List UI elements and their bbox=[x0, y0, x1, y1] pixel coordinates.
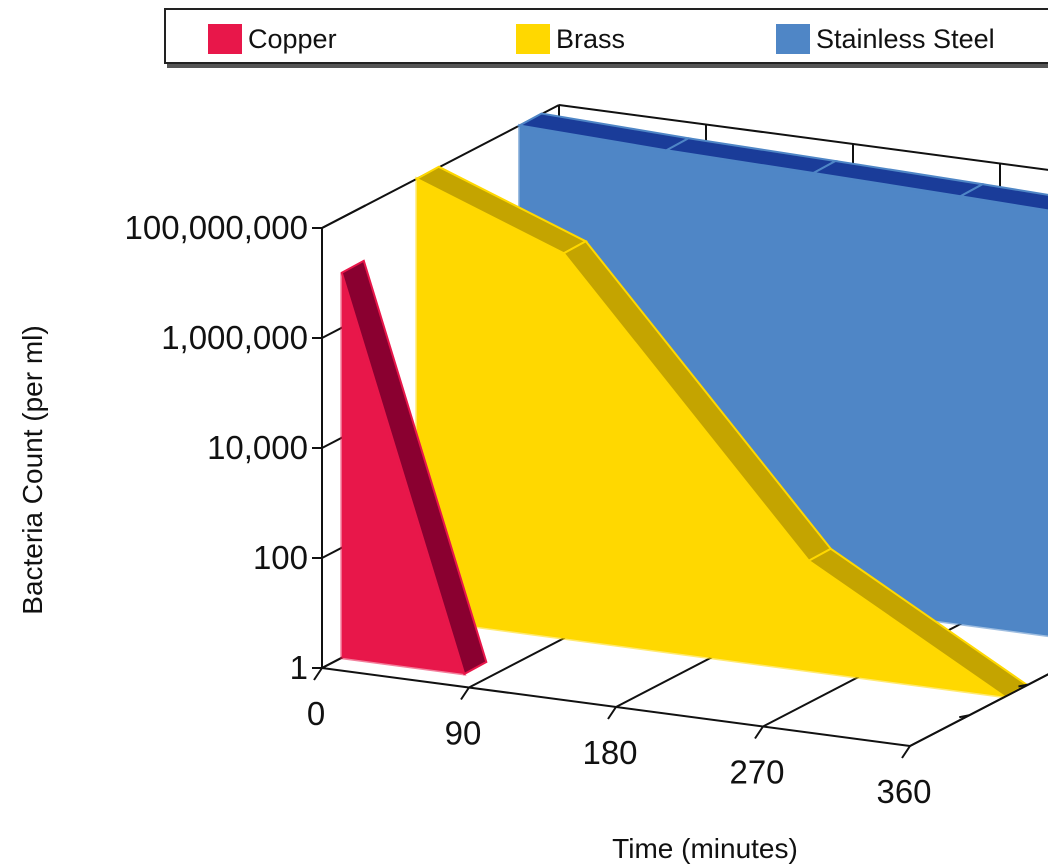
legend-label: Stainless Steel bbox=[816, 23, 995, 54]
y-tick-label-3: 1,000,000 bbox=[161, 319, 308, 356]
tick-labels: 1 100 10,000 1,000,000 100,000,000 0 90 180 270 3… bbox=[124, 209, 931, 810]
legend-swatch bbox=[208, 24, 242, 54]
x-tick-mark-2 bbox=[607, 706, 617, 720]
x-tick-label-0: 0 bbox=[307, 695, 325, 732]
legend-item: Copper bbox=[208, 24, 337, 54]
legend: Copper Brass Stainless Steel bbox=[164, 8, 1048, 64]
y-tick-label-1: 100 bbox=[253, 539, 308, 576]
x-tick-label-4: 360 bbox=[876, 773, 931, 810]
x-tick-mark-4 bbox=[901, 745, 911, 759]
legend-swatch bbox=[776, 24, 810, 54]
legend-item: Brass bbox=[516, 24, 625, 54]
x-tick-mark-0 bbox=[313, 667, 323, 681]
series-copper bbox=[340, 259, 488, 676]
depth-tick-2 bbox=[1018, 683, 1029, 688]
x-tick-label-3: 270 bbox=[729, 754, 784, 791]
series-layer bbox=[340, 112, 1048, 699]
x-tick-mark-1 bbox=[460, 686, 470, 701]
slab-segment-3 bbox=[957, 183, 1048, 212]
y-tick-label-4: 100,000,000 bbox=[124, 209, 308, 246]
legend-label: Brass bbox=[556, 23, 626, 54]
legend-label: Copper bbox=[248, 23, 337, 54]
y-axis-title: Bacteria Count (per ml) bbox=[17, 325, 48, 614]
x-tick-label-1: 90 bbox=[445, 715, 482, 752]
x-tick-label-2: 180 bbox=[582, 734, 637, 771]
depth-tick-1 bbox=[959, 714, 970, 719]
back-wall-top bbox=[558, 104, 1048, 171]
legend-swatch bbox=[516, 24, 550, 54]
legend-item: Stainless Steel bbox=[776, 24, 995, 54]
y-tick-label-0: 1 bbox=[290, 649, 308, 686]
x-tick-mark-3 bbox=[754, 725, 764, 740]
slab-segment-0 bbox=[340, 259, 488, 676]
grid-line-left-4 bbox=[321, 204, 366, 229]
y-tick-label-2: 10,000 bbox=[207, 429, 308, 466]
x-axis-title: Time (minutes) bbox=[612, 833, 798, 864]
series-brass bbox=[414, 165, 1029, 699]
